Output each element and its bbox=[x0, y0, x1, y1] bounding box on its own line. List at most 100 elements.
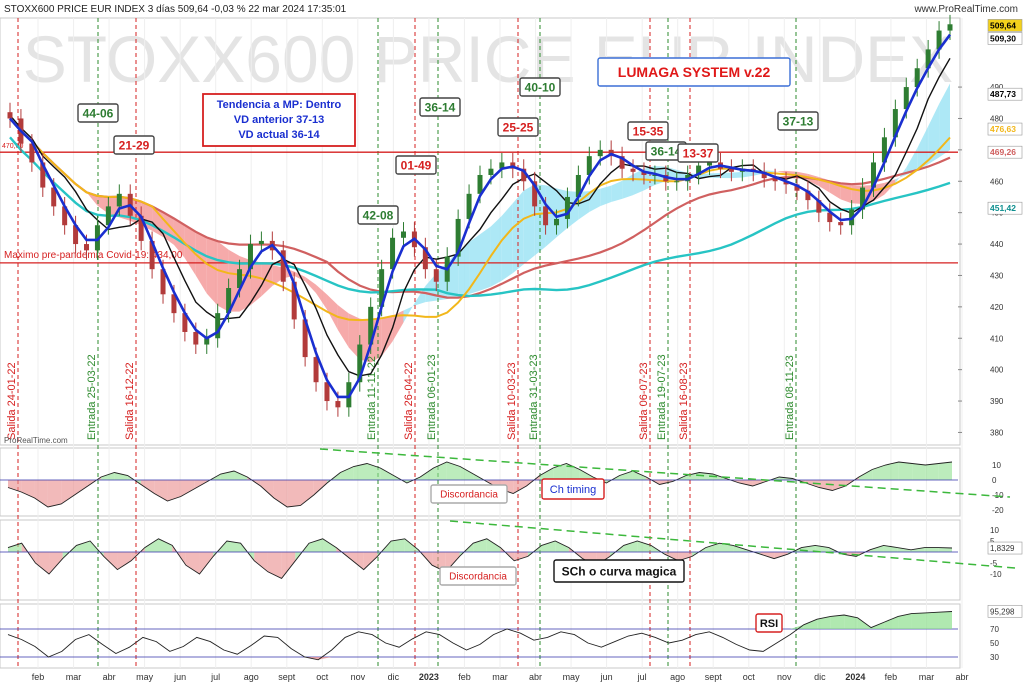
cloud-segment bbox=[578, 191, 590, 220]
signal-label: Salida 10-03-23 bbox=[506, 362, 518, 440]
price-bar-body bbox=[313, 357, 319, 383]
cloud-segment bbox=[403, 303, 415, 323]
signal-box-box bbox=[497, 117, 539, 137]
cloud-segment bbox=[731, 171, 743, 179]
ch-timing-area bbox=[938, 462, 952, 480]
ch-timing-area bbox=[366, 463, 381, 480]
ch-timing-tick: -20 bbox=[992, 506, 1004, 515]
month-label: may bbox=[136, 672, 154, 682]
sch-area bbox=[514, 552, 528, 561]
panel-frame-1 bbox=[0, 447, 961, 517]
discordancia-label-2: Discordancia bbox=[449, 572, 507, 583]
rsi-tick: 70 bbox=[990, 625, 999, 634]
cloud-segment bbox=[928, 103, 940, 165]
sch-area bbox=[705, 543, 720, 552]
level-left-label: 470,00 bbox=[2, 143, 24, 150]
axes: 490480470460450440430420410400390380febm… bbox=[32, 19, 1023, 682]
price-bar-body bbox=[149, 240, 155, 270]
panel-frame-0 bbox=[0, 17, 961, 446]
ch-timing-area bbox=[460, 466, 474, 480]
cloud-segment bbox=[458, 242, 470, 297]
sch-area bbox=[623, 541, 638, 552]
month-label: feb bbox=[32, 672, 45, 682]
price-bar-body bbox=[816, 200, 822, 213]
rsi-label-box bbox=[755, 613, 783, 633]
sch-area bbox=[226, 541, 241, 552]
ch-timing-area bbox=[686, 472, 700, 480]
signal-box-box bbox=[357, 205, 399, 225]
price-tag-label: 451,42 bbox=[990, 203, 1016, 213]
price-bar-body bbox=[696, 165, 702, 175]
cloud-segment bbox=[775, 170, 787, 174]
ch-timing-label-box bbox=[541, 478, 605, 500]
moving-averages bbox=[9, 57, 951, 377]
ch-timing-area bbox=[47, 480, 62, 507]
month-label: feb bbox=[458, 672, 471, 682]
ch-timing-area bbox=[260, 480, 274, 498]
ch-timing-area bbox=[885, 462, 899, 480]
sch-label: SCh o curva magica bbox=[562, 564, 677, 578]
price-tag-label: 509,30 bbox=[990, 33, 1016, 43]
price-tick-label: 430 bbox=[990, 271, 1004, 280]
price-bar-body bbox=[258, 240, 264, 245]
month-label: abr bbox=[955, 672, 968, 682]
trend-line bbox=[9, 33, 952, 399]
price-bar-body bbox=[215, 313, 221, 339]
rsi-overbought-area bbox=[938, 611, 952, 629]
ch-timing-area bbox=[553, 463, 567, 480]
cloud-segment bbox=[381, 315, 393, 357]
price-bar-body bbox=[564, 196, 570, 219]
site-link[interactable]: www.ProRealTime.com bbox=[913, 4, 1018, 15]
tendencia-box bbox=[202, 93, 356, 147]
cloud-segment bbox=[906, 148, 918, 175]
price-bar-body bbox=[7, 112, 13, 119]
price-bar-body bbox=[597, 149, 603, 157]
price-bar-body bbox=[947, 24, 953, 31]
price-bar-body bbox=[575, 174, 581, 197]
price-tick-label: 490 bbox=[990, 83, 1004, 92]
price-bar-body bbox=[116, 193, 122, 207]
sch-area bbox=[486, 538, 501, 552]
price-bar-body bbox=[138, 215, 144, 241]
cloud-segment bbox=[97, 195, 109, 214]
ch-timing-area bbox=[353, 463, 367, 480]
price-bar-body bbox=[914, 68, 920, 88]
resistance-label: Maximo pre-pandemia Covid-19: 434,00 bbox=[4, 250, 183, 261]
signal-box: 21-29 bbox=[119, 138, 150, 152]
ma-cyan-line bbox=[9, 136, 951, 298]
price-bar-body bbox=[827, 212, 833, 223]
lumaga-system: LUMAGA SYSTEM v.22 bbox=[618, 64, 771, 80]
cloud-segment bbox=[370, 319, 382, 363]
ch-timing-area bbox=[539, 468, 554, 480]
price-bar-body bbox=[870, 162, 876, 188]
sch-area bbox=[760, 552, 775, 559]
signal-box-box bbox=[627, 121, 669, 141]
cloud-segment bbox=[611, 180, 623, 202]
price-bar-body bbox=[29, 143, 35, 163]
price-bar-body bbox=[171, 294, 177, 314]
price-bar-body bbox=[761, 171, 767, 179]
sch-area bbox=[350, 552, 364, 570]
sch-area bbox=[281, 552, 296, 579]
oscillators bbox=[0, 461, 958, 661]
cloud-segment bbox=[633, 168, 644, 196]
price-bar-body bbox=[324, 382, 330, 402]
price-bar-body bbox=[521, 168, 527, 182]
month-label: jun bbox=[600, 672, 613, 682]
signal-box: 40-10 bbox=[525, 80, 556, 94]
sch-area bbox=[76, 541, 91, 552]
cloud-segment bbox=[348, 313, 360, 360]
rsi-label: RSI bbox=[760, 618, 778, 630]
price-bar-body bbox=[630, 168, 636, 172]
month-label: feb bbox=[885, 672, 898, 682]
price-tick-label: 420 bbox=[990, 303, 1004, 312]
ch-timing-tick: 10 bbox=[992, 461, 1001, 470]
signal-box: 25-25 bbox=[503, 120, 534, 134]
price-bar-body bbox=[783, 181, 789, 185]
price-bar-body bbox=[707, 162, 713, 166]
ch-timing-area bbox=[925, 463, 939, 480]
sch-area bbox=[49, 552, 63, 574]
signal-box-box bbox=[777, 111, 819, 131]
sch-area bbox=[733, 545, 747, 552]
tendencia-line: VD actual 36-14 bbox=[238, 129, 320, 141]
